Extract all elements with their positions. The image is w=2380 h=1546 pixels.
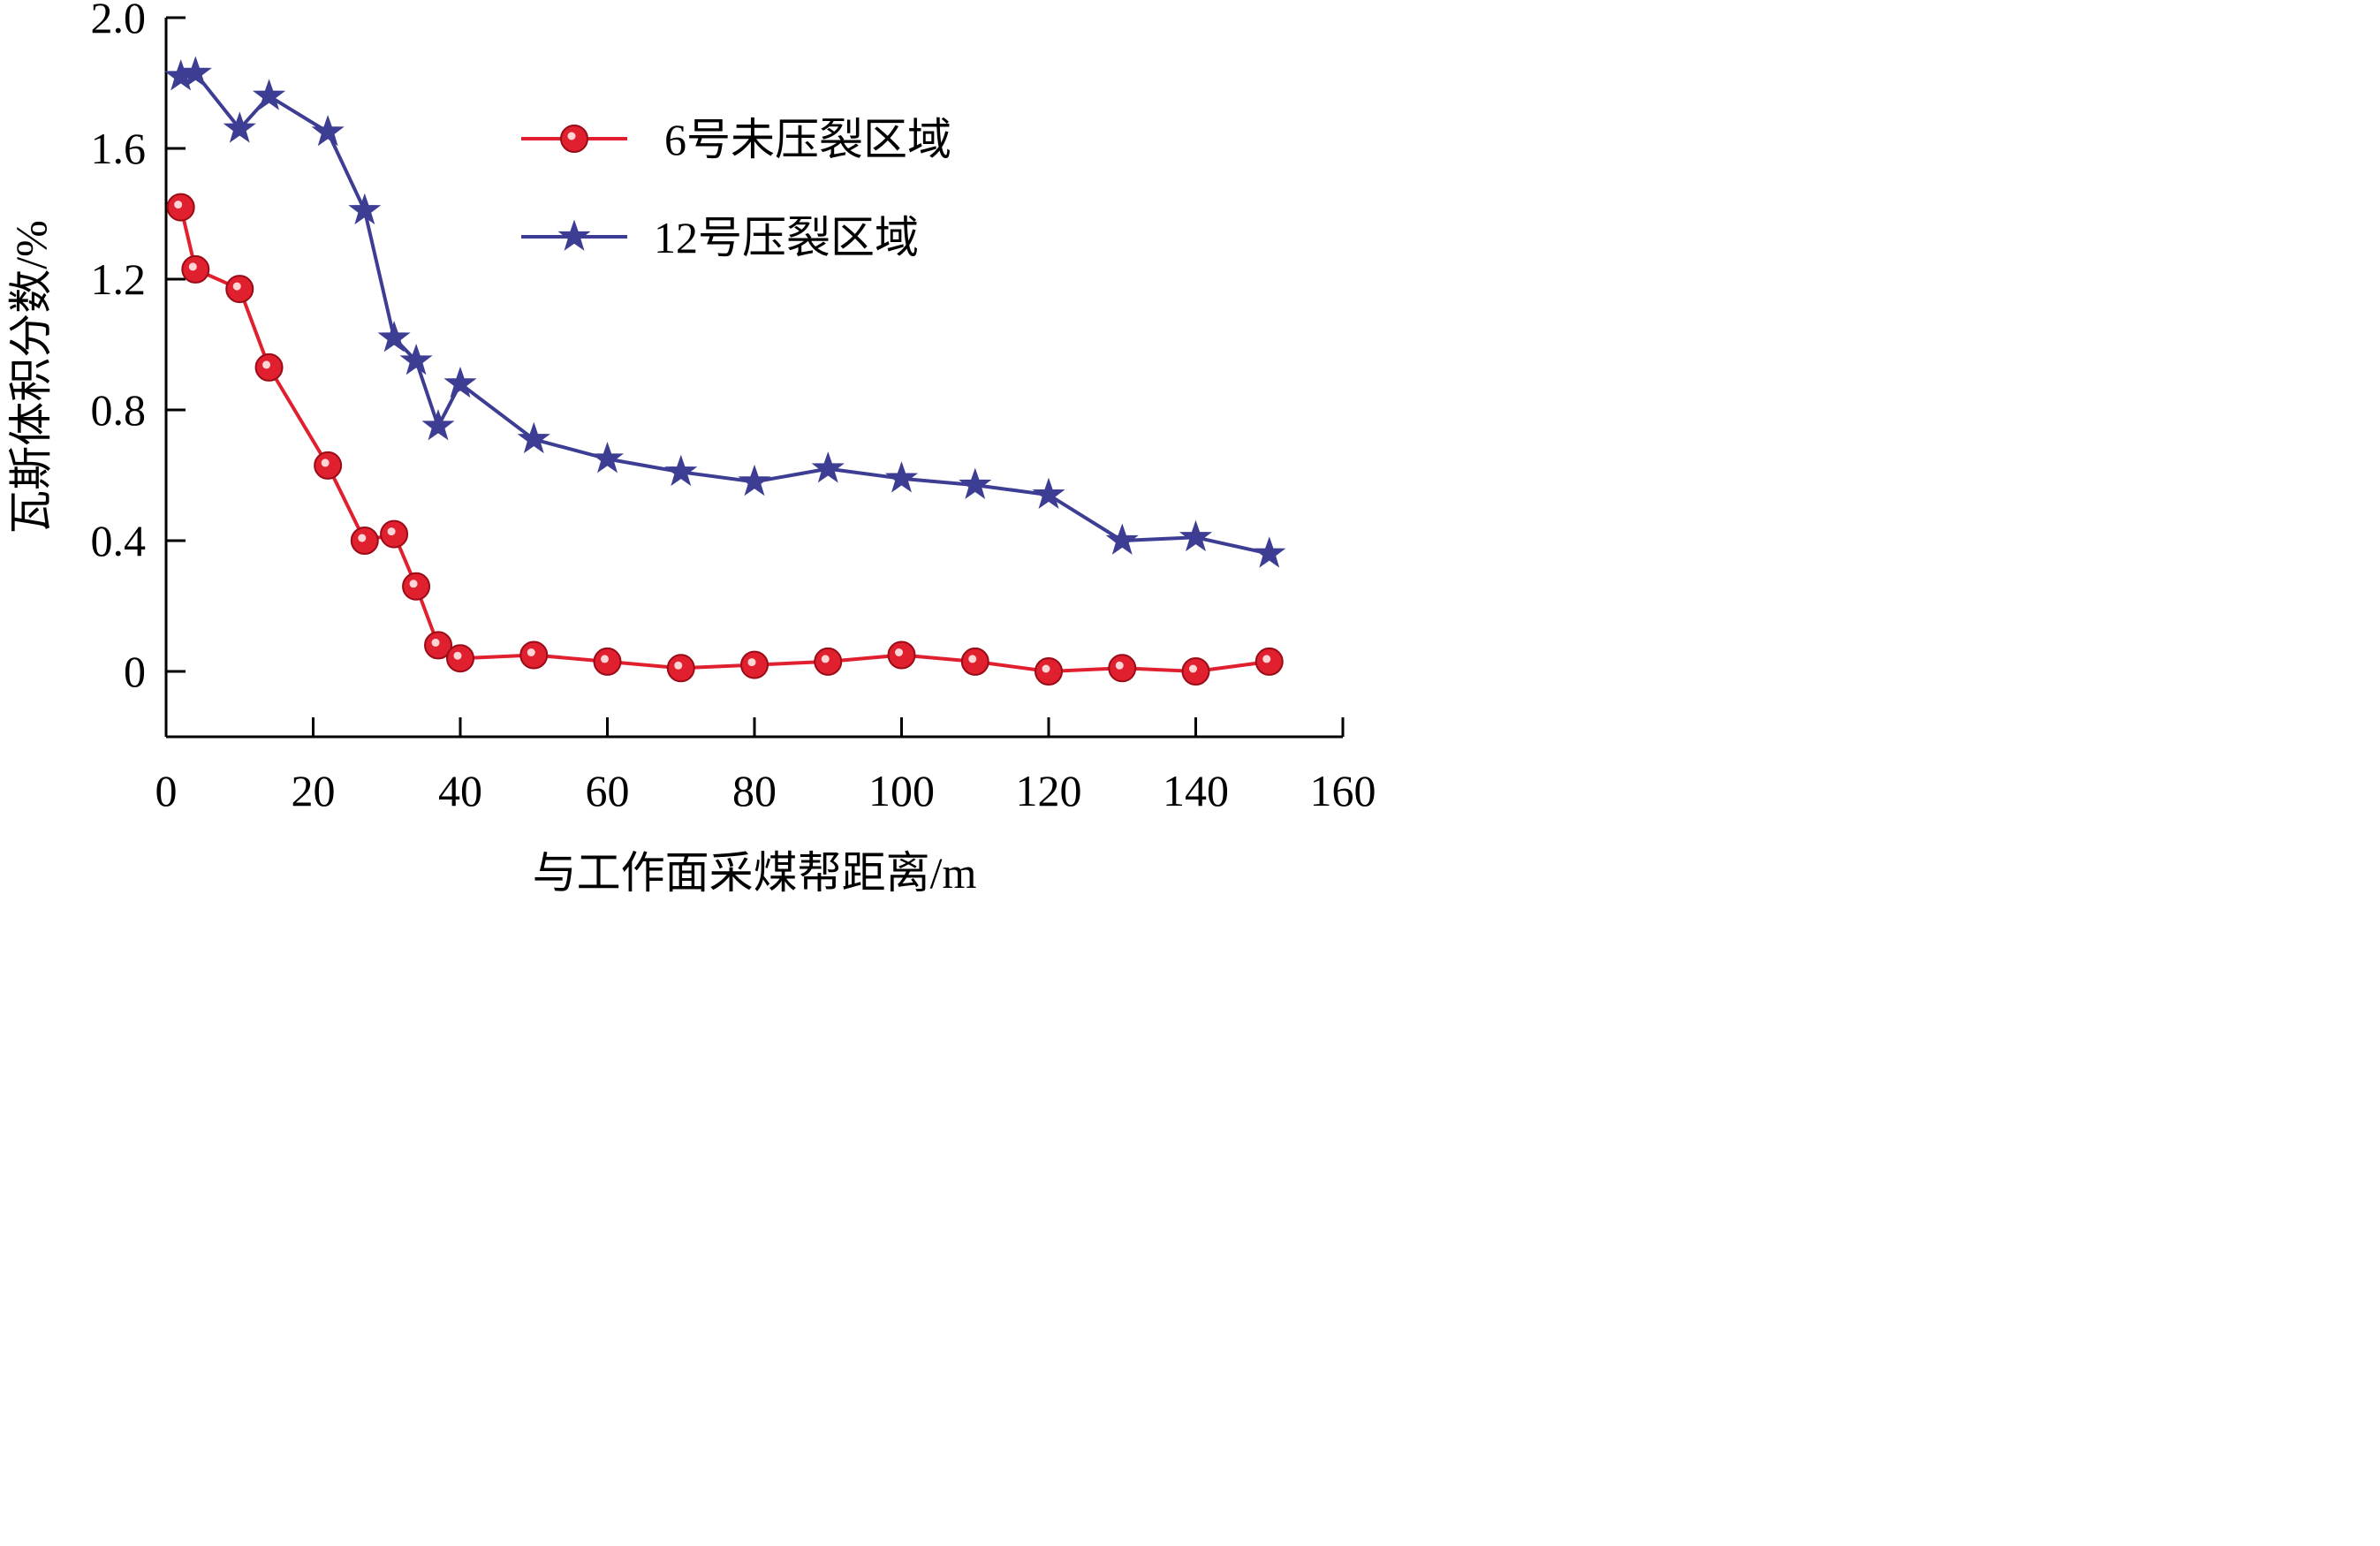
series-unfractured bbox=[166, 193, 1284, 686]
y-tick-label: 1.6 bbox=[91, 124, 147, 173]
y-tick-label: 0.8 bbox=[91, 385, 147, 435]
data-point-star bbox=[311, 114, 345, 147]
x-tick-label: 80 bbox=[732, 766, 777, 815]
data-point-star bbox=[377, 321, 411, 352]
data-point-circle bbox=[254, 352, 284, 382]
data-point-circle bbox=[740, 650, 769, 679]
x-tick-label: 60 bbox=[586, 766, 630, 815]
data-point-circle bbox=[666, 654, 695, 683]
data-point-star bbox=[664, 454, 698, 487]
y-tick-label: 1.2 bbox=[91, 254, 147, 304]
data-point-circle bbox=[446, 644, 474, 673]
data-point-circle bbox=[314, 451, 343, 480]
data-point-circle bbox=[1108, 654, 1137, 683]
legend-label: 12号压裂区域 bbox=[654, 213, 919, 262]
data-point-star bbox=[811, 451, 845, 483]
data-point-circle bbox=[166, 193, 195, 222]
data-point-star bbox=[590, 441, 625, 474]
legend: 6号未压裂区域 12号压裂区域 bbox=[521, 115, 951, 262]
data-point-star bbox=[738, 464, 771, 496]
data-point-circle bbox=[402, 572, 431, 601]
x-tick-label: 120 bbox=[1016, 766, 1082, 815]
legend-marker-circle bbox=[560, 125, 588, 153]
data-point-star bbox=[421, 408, 455, 441]
y-tick-label: 0.4 bbox=[91, 516, 147, 565]
data-point-circle bbox=[424, 631, 453, 660]
legend-item-series-1: 6号未压裂区域 bbox=[521, 115, 951, 164]
x-axis-title: 与工作面采煤帮距离/m bbox=[533, 848, 977, 898]
data-point-star bbox=[252, 79, 286, 110]
legend-item-series-2: 12号压裂区域 bbox=[521, 213, 919, 262]
data-point-star bbox=[517, 421, 550, 454]
data-point-star bbox=[1179, 519, 1213, 552]
data-point-star bbox=[1105, 523, 1139, 555]
series-fractured bbox=[164, 56, 1286, 568]
x-tick-label: 100 bbox=[868, 766, 935, 815]
y-tick-label: 2.0 bbox=[91, 0, 147, 42]
x-tick-label: 140 bbox=[1163, 766, 1229, 815]
legend-label: 6号未压裂区域 bbox=[664, 115, 951, 164]
y-ticks: 0 0.4 0.8 1.2 1.6 2.0 bbox=[91, 0, 186, 696]
data-point-star bbox=[557, 219, 591, 251]
data-point-circle bbox=[350, 527, 379, 555]
data-point-circle bbox=[1035, 657, 1063, 686]
data-point-circle bbox=[380, 519, 409, 549]
data-point-circle bbox=[181, 254, 210, 284]
data-point-circle bbox=[887, 640, 916, 670]
x-tick-label: 160 bbox=[1310, 766, 1376, 815]
data-point-circle bbox=[225, 275, 254, 304]
data-point-star bbox=[223, 111, 256, 143]
data-point-star bbox=[348, 193, 382, 225]
data-point-star bbox=[884, 461, 919, 493]
data-point-circle bbox=[1254, 647, 1284, 676]
x-tick-label: 40 bbox=[438, 766, 482, 815]
data-point-star bbox=[1032, 477, 1065, 510]
plot-area: 0 20 40 60 80 100 120 140 160 0 0.4 0.8 1.2 1.6 2.0 bbox=[91, 0, 1376, 815]
y-tick-label: 0 bbox=[124, 647, 146, 696]
data-point-circle bbox=[560, 125, 588, 153]
series-layer bbox=[164, 56, 1286, 686]
x-ticks: 0 20 40 60 80 100 120 140 160 bbox=[155, 717, 1376, 815]
data-point-circle bbox=[519, 640, 549, 670]
legend-marker-star bbox=[557, 219, 591, 251]
chart: 0 20 40 60 80 100 120 140 160 0 0.4 0.8 1.2 1.6 2.0 与… bbox=[6, 0, 1376, 898]
data-point-circle bbox=[1181, 657, 1210, 686]
data-point-circle bbox=[814, 647, 843, 676]
x-tick-label: 20 bbox=[292, 766, 336, 815]
x-tick-label: 0 bbox=[155, 766, 178, 815]
series-line bbox=[178, 207, 1270, 673]
data-point-star bbox=[399, 343, 433, 375]
data-point-star bbox=[178, 56, 212, 87]
data-point-star bbox=[443, 366, 477, 398]
y-axis-title: 瓦斯体积分数/% bbox=[6, 220, 56, 534]
data-point-circle bbox=[960, 647, 989, 676]
data-point-star bbox=[1253, 536, 1286, 568]
data-point-star bbox=[959, 467, 992, 499]
data-point-circle bbox=[593, 647, 622, 676]
